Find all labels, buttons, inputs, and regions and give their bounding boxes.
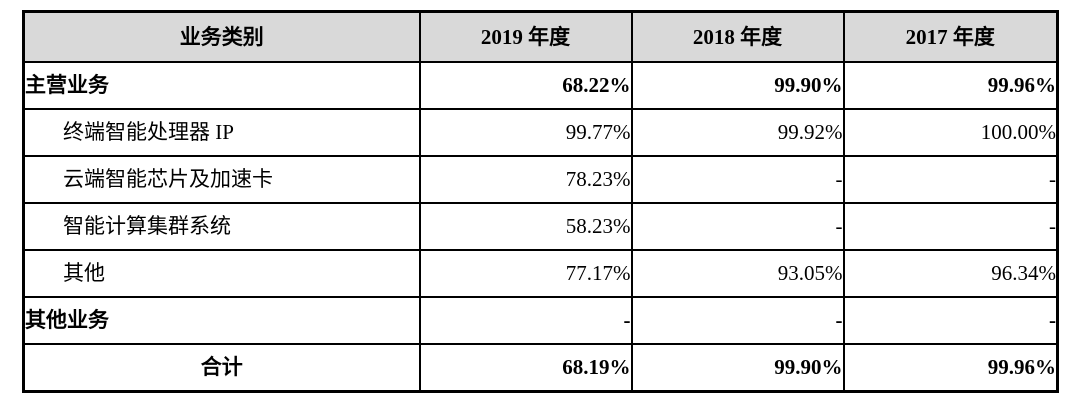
cell-value: 100.00% (842, 108, 1059, 157)
cell-value: 68.22% (418, 61, 633, 110)
row-label: 合计 (22, 343, 421, 393)
column-header-2019: 2019 年度 (418, 10, 633, 63)
cell-value: 99.90% (630, 61, 845, 110)
cell-value: 93.05% (630, 249, 845, 298)
table-row: 终端智能处理器 IP 99.77% 99.92% 100.00% (22, 108, 1059, 157)
row-label: 其他业务 (22, 296, 421, 345)
cell-value: - (842, 155, 1059, 204)
table-row: 智能计算集群系统 58.23% - - (22, 202, 1059, 251)
row-label: 终端智能处理器 IP (22, 108, 421, 157)
column-header-category: 业务类别 (22, 10, 421, 63)
cell-value: 58.23% (418, 202, 633, 251)
cell-value: 99.96% (842, 61, 1059, 110)
cell-value: 99.90% (630, 343, 845, 393)
cell-value: - (842, 296, 1059, 345)
table-row: 其他业务 - - - (22, 296, 1059, 345)
cell-value: 96.34% (842, 249, 1059, 298)
cell-value: 77.17% (418, 249, 633, 298)
table-row: 合计 68.19% 99.90% 99.96% (22, 343, 1059, 393)
row-label: 智能计算集群系统 (22, 202, 421, 251)
column-header-2017: 2017 年度 (842, 10, 1059, 63)
cell-value: - (418, 296, 633, 345)
cell-value: - (630, 155, 845, 204)
cell-value: - (630, 202, 845, 251)
column-header-2018: 2018 年度 (630, 10, 845, 63)
table-body: 主营业务 68.22% 99.90% 99.96% 终端智能处理器 IP 99.77% 99… (22, 61, 1059, 393)
cell-value: 68.19% (418, 343, 633, 393)
cell-value: 99.77% (418, 108, 633, 157)
cell-value: 99.92% (630, 108, 845, 157)
business-category-table: 业务类别 2019 年度 2018 年度 2017 年度 主营业务 68.22% 9… (22, 10, 1059, 393)
row-label: 云端智能芯片及加速卡 (22, 155, 421, 204)
cell-value: - (630, 296, 845, 345)
cell-value: - (842, 202, 1059, 251)
table-row: 主营业务 68.22% 99.90% 99.96% (22, 61, 1059, 110)
cell-value: 99.96% (842, 343, 1059, 393)
row-label: 主营业务 (22, 61, 421, 110)
table-row: 云端智能芯片及加速卡 78.23% - - (22, 155, 1059, 204)
table-row: 其他 77.17% 93.05% 96.34% (22, 249, 1059, 298)
cell-value: 78.23% (418, 155, 633, 204)
row-label: 其他 (22, 249, 421, 298)
table-header-row: 业务类别 2019 年度 2018 年度 2017 年度 (22, 10, 1059, 63)
